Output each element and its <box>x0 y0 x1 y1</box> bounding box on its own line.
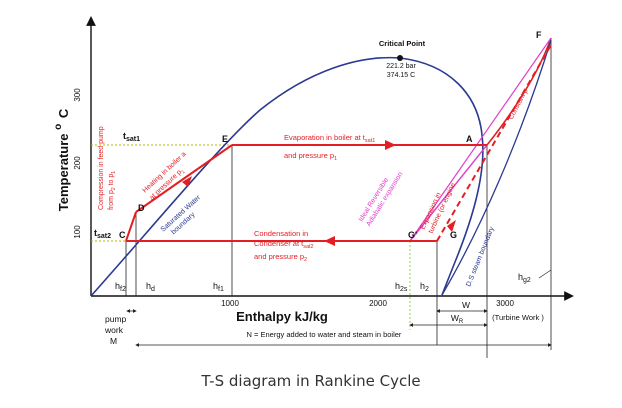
point-a: A <box>466 134 473 144</box>
h-f2-label: hf2 <box>115 281 126 293</box>
h-d-label: hd <box>146 281 155 293</box>
critical-point-dot <box>397 55 403 61</box>
condensation-label-2: Condenser at tsat2 <box>254 239 314 250</box>
energy-note: N = Energy added to water and steam in b… <box>247 330 402 339</box>
y-tick-200: 200 <box>73 156 82 170</box>
svg-text:from p2 to p1: from p2 to p1 <box>108 171 117 210</box>
saturated-water-label: Saturated Water boundary <box>160 194 203 236</box>
figure-caption: T-S diagram in Rankine Cycle <box>201 372 421 390</box>
x-axis-title: Enthalpy kJ/kg <box>236 309 328 324</box>
process-c-d <box>125 211 137 242</box>
y-axis-degree: o <box>53 124 64 130</box>
superheat-line <box>441 39 552 296</box>
critical-point-title: Critical Point <box>379 39 426 48</box>
tsat2-label: tsat2 <box>94 228 111 240</box>
pump-label-2: work <box>104 325 124 335</box>
h-2s-label: h2s <box>395 281 408 293</box>
y-tick-100: 100 <box>73 225 82 239</box>
point-c: C <box>119 230 126 240</box>
actual-expansion-line <box>436 44 552 242</box>
wr-label: WR <box>451 313 464 325</box>
reversible-label: Ideal Reversible Adiabatic expansion <box>358 171 405 228</box>
svg-text:Constant p: Constant p <box>508 88 530 121</box>
w-label: W <box>462 300 470 310</box>
point-d: D <box>138 203 145 213</box>
x-tick-2000: 2000 <box>369 299 387 308</box>
h-g2-label: hg2 <box>518 272 531 284</box>
isentropic-line-2 <box>409 37 552 242</box>
rankine-ts-diagram: 300 200 100 Temperature o C 1000 2000 30… <box>49 16 574 358</box>
hg2-leader <box>538 269 552 279</box>
x-tick-1000: 1000 <box>221 299 239 308</box>
y-axis-unit: C <box>56 108 71 118</box>
y-tick-300: 300 <box>73 88 82 102</box>
constant-p-label: Constant p <box>508 88 530 121</box>
evaporation-label-1: Evaporation in boiler at tsat1 <box>284 133 375 144</box>
heating-arrowhead <box>182 176 192 187</box>
ds-steam-label: D.S steam boundary <box>465 225 496 287</box>
evaporation-label-2: and pressure p1 <box>284 151 337 162</box>
x-tick-3000: 3000 <box>496 299 514 308</box>
process-d-e <box>135 144 233 213</box>
point-g-prime: G' <box>408 230 417 240</box>
turbine-work-label: (Turbine Work ) <box>492 313 544 322</box>
evaporation-arrowhead <box>385 140 396 150</box>
svg-text:D.S steam boundary: D.S steam boundary <box>465 225 496 287</box>
condensation-label-1: Condensation in <box>254 229 308 238</box>
y-axis-label: Temperature o C <box>49 108 71 211</box>
pump-label-1: pump <box>105 314 127 324</box>
condensation-arrowhead <box>324 236 335 246</box>
constant-pressure-line <box>486 37 552 146</box>
svg-text:Temperature o C: Temperature o C <box>49 108 71 211</box>
compression-label: Compression in feed pump from p2 to p1 <box>98 126 117 210</box>
condensation-label-3: and pressure p2 <box>254 252 307 263</box>
h-2-label: h2 <box>420 281 429 293</box>
h-f1-label: hf1 <box>213 281 224 293</box>
y-axis-title: Temperature <box>56 133 71 211</box>
isentropic-line-1 <box>409 144 488 242</box>
expansion-arrowhead <box>447 220 456 232</box>
point-g: G <box>450 230 457 240</box>
point-e: E <box>222 134 228 144</box>
svg-text:Compression in feed pump: Compression in feed pump <box>98 126 105 210</box>
critical-point-pressure: 221.2 bar <box>386 63 416 70</box>
pump-label-3: M <box>110 336 117 346</box>
point-f: F <box>536 30 542 40</box>
critical-point-temperature: 374.15 C <box>387 72 415 79</box>
tsat1-label: tsat1 <box>123 131 140 143</box>
